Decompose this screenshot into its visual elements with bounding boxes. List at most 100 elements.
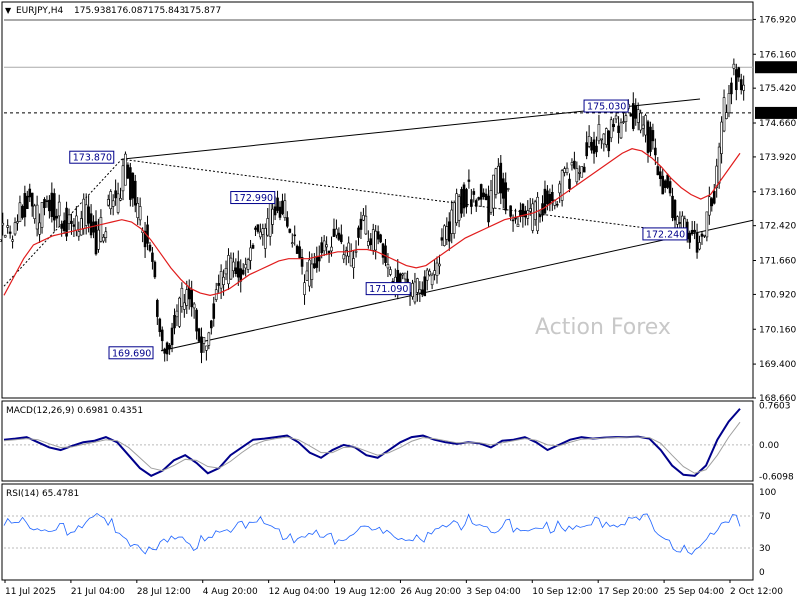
candle-body — [725, 112, 728, 119]
candle-body — [595, 145, 598, 153]
candle-body — [276, 197, 279, 211]
candle-body — [0, 239, 2, 242]
candle-body — [617, 125, 620, 133]
close-value: 175.877 — [184, 6, 221, 16]
candle-body — [636, 109, 640, 123]
candle-body — [310, 263, 314, 280]
candle-body — [742, 84, 745, 91]
macd-tick-label: 0.00 — [759, 441, 779, 451]
candle-body — [607, 130, 611, 152]
candle-body — [322, 240, 326, 252]
candle-body — [38, 222, 41, 235]
candle-body — [146, 224, 149, 244]
candle-body — [676, 216, 679, 225]
price-label: 173.870 — [73, 153, 112, 164]
candle-body — [151, 252, 154, 262]
candle-body — [207, 332, 211, 346]
candle-body — [693, 229, 696, 233]
price-tag-label: 175.877 — [757, 64, 794, 74]
candle-body — [644, 115, 647, 136]
candle-body — [386, 264, 390, 269]
candle-body — [506, 188, 510, 190]
price-label-box — [69, 150, 115, 164]
candle-body — [308, 259, 311, 287]
price-label: 172.240 — [646, 229, 685, 240]
chart-menu-icon[interactable]: ▼ — [5, 6, 12, 15]
candle-body — [369, 238, 373, 246]
candle-body — [585, 142, 588, 157]
candle-body — [536, 196, 539, 232]
candle-body — [33, 205, 36, 220]
candle-body — [413, 281, 417, 303]
candle-body — [72, 224, 76, 227]
macd-title: MACD(12,26,9) 0.6981 0.4351 — [6, 406, 143, 416]
candle-body — [224, 267, 228, 275]
macd-panel — [1, 400, 754, 482]
candle-body — [205, 345, 208, 351]
time-tick-label: 10 Sep 12:00 — [532, 587, 592, 597]
candle-body — [156, 300, 159, 317]
candle-body — [629, 113, 633, 117]
candle-body — [403, 272, 407, 280]
candle-body — [730, 82, 733, 95]
candle-body — [678, 222, 682, 224]
candle-body — [597, 124, 601, 142]
candle-body — [347, 242, 350, 257]
candle-body — [548, 194, 552, 205]
time-tick-label: 17 Sep 20:00 — [598, 587, 658, 597]
candle-body — [482, 192, 485, 198]
candle-body — [104, 231, 108, 238]
candle-body — [109, 191, 113, 210]
candle-body — [57, 201, 61, 217]
candle-body — [428, 270, 431, 276]
rsi-line — [3, 512, 753, 555]
price-label: 171.090 — [369, 284, 408, 295]
candle-body — [401, 273, 404, 276]
candle-body — [649, 126, 652, 152]
open-value: 175.938 — [74, 6, 111, 16]
candle-body — [165, 342, 169, 355]
candle-body — [315, 256, 319, 268]
candle-body — [708, 196, 711, 216]
candle-body — [359, 218, 363, 230]
candle-body — [180, 287, 184, 307]
candle-body — [376, 231, 380, 240]
candle-body — [192, 303, 196, 309]
candle-body — [229, 257, 233, 280]
watermark: Action Forex — [535, 315, 671, 340]
candle-body — [236, 261, 240, 278]
candle-body — [143, 230, 147, 248]
candle-body — [656, 166, 660, 176]
candle-body — [75, 215, 78, 231]
time-tick-label: 12 Aug 04:00 — [269, 587, 330, 597]
candle-body — [241, 269, 245, 275]
candle-body — [705, 211, 709, 238]
candle-body — [563, 168, 566, 173]
candle-body — [612, 124, 615, 128]
candle-body — [364, 215, 368, 235]
candle-body — [102, 236, 105, 242]
candle-body — [580, 166, 584, 178]
candle-body — [352, 258, 355, 268]
candle-body — [23, 193, 27, 218]
candle-body — [50, 192, 54, 217]
candle-body — [658, 171, 662, 179]
candle-body — [89, 213, 93, 236]
candle-body — [695, 232, 699, 253]
candle-body — [521, 203, 525, 217]
candle-body — [283, 200, 287, 218]
price-annotations: 173.870 172.990 171.090 169.690 175.030 172.2… — [69, 99, 688, 360]
candle-body — [271, 208, 274, 225]
rsi-tick-label: 30 — [759, 544, 771, 554]
candle-body — [11, 239, 14, 242]
candle-body — [357, 227, 360, 238]
candle-body — [129, 167, 132, 200]
candle-body — [619, 122, 623, 139]
candle-body — [303, 282, 306, 295]
candle-body — [735, 69, 738, 91]
candle-body — [18, 202, 22, 222]
time-tick-label: 2 Oct 12:00 — [730, 587, 783, 597]
candle-body — [330, 246, 333, 252]
candle-body — [398, 273, 402, 284]
